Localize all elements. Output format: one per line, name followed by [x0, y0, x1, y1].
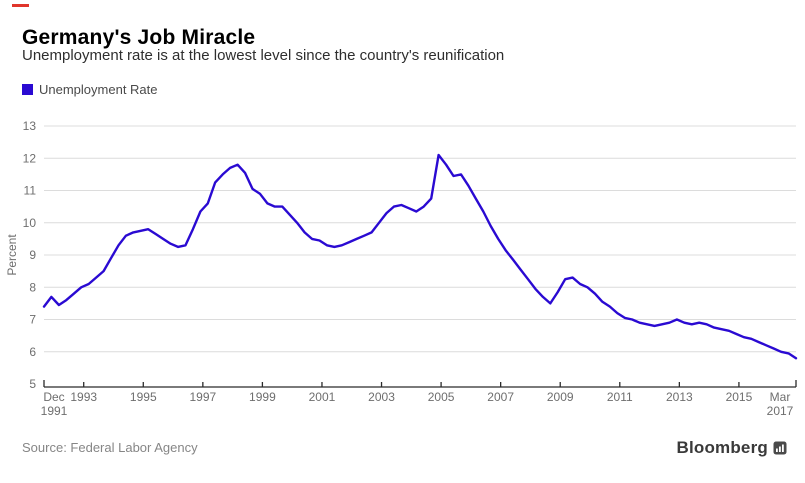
bloomberg-logo: Bloomberg	[676, 438, 787, 458]
svg-text:10: 10	[23, 216, 37, 230]
svg-text:13: 13	[23, 119, 37, 133]
svg-text:12: 12	[23, 151, 37, 165]
svg-text:9: 9	[29, 248, 36, 262]
svg-text:7: 7	[29, 313, 36, 327]
page-title: Germany's Job Miracle	[22, 26, 256, 50]
bar-chart-icon	[773, 441, 787, 455]
svg-text:2001: 2001	[309, 390, 336, 404]
chart-legend: Unemployment Rate	[22, 82, 158, 97]
svg-text:1999: 1999	[249, 390, 276, 404]
legend-label: Unemployment Rate	[39, 82, 158, 97]
svg-text:2003: 2003	[368, 390, 395, 404]
svg-text:Percent: Percent	[5, 234, 19, 276]
svg-text:2007: 2007	[487, 390, 514, 404]
svg-text:6: 6	[29, 345, 36, 359]
svg-text:2015: 2015	[726, 390, 753, 404]
source-text: Source: Federal Labor Agency	[22, 440, 198, 455]
svg-text:11: 11	[24, 184, 37, 198]
svg-text:1993: 1993	[70, 390, 97, 404]
svg-text:2013: 2013	[666, 390, 693, 404]
svg-text:8: 8	[29, 280, 36, 294]
svg-text:2011: 2011	[607, 390, 633, 404]
svg-text:1995: 1995	[130, 390, 157, 404]
legend-swatch-icon	[22, 84, 33, 95]
page-subtitle: Unemployment rate is at the lowest level…	[22, 47, 505, 64]
red-accent-dash	[12, 4, 29, 7]
bloomberg-wordmark: Bloomberg	[676, 438, 768, 457]
svg-text:5: 5	[29, 377, 36, 391]
svg-text:2009: 2009	[547, 390, 574, 404]
svg-text:2005: 2005	[428, 390, 455, 404]
svg-text:1997: 1997	[189, 390, 216, 404]
